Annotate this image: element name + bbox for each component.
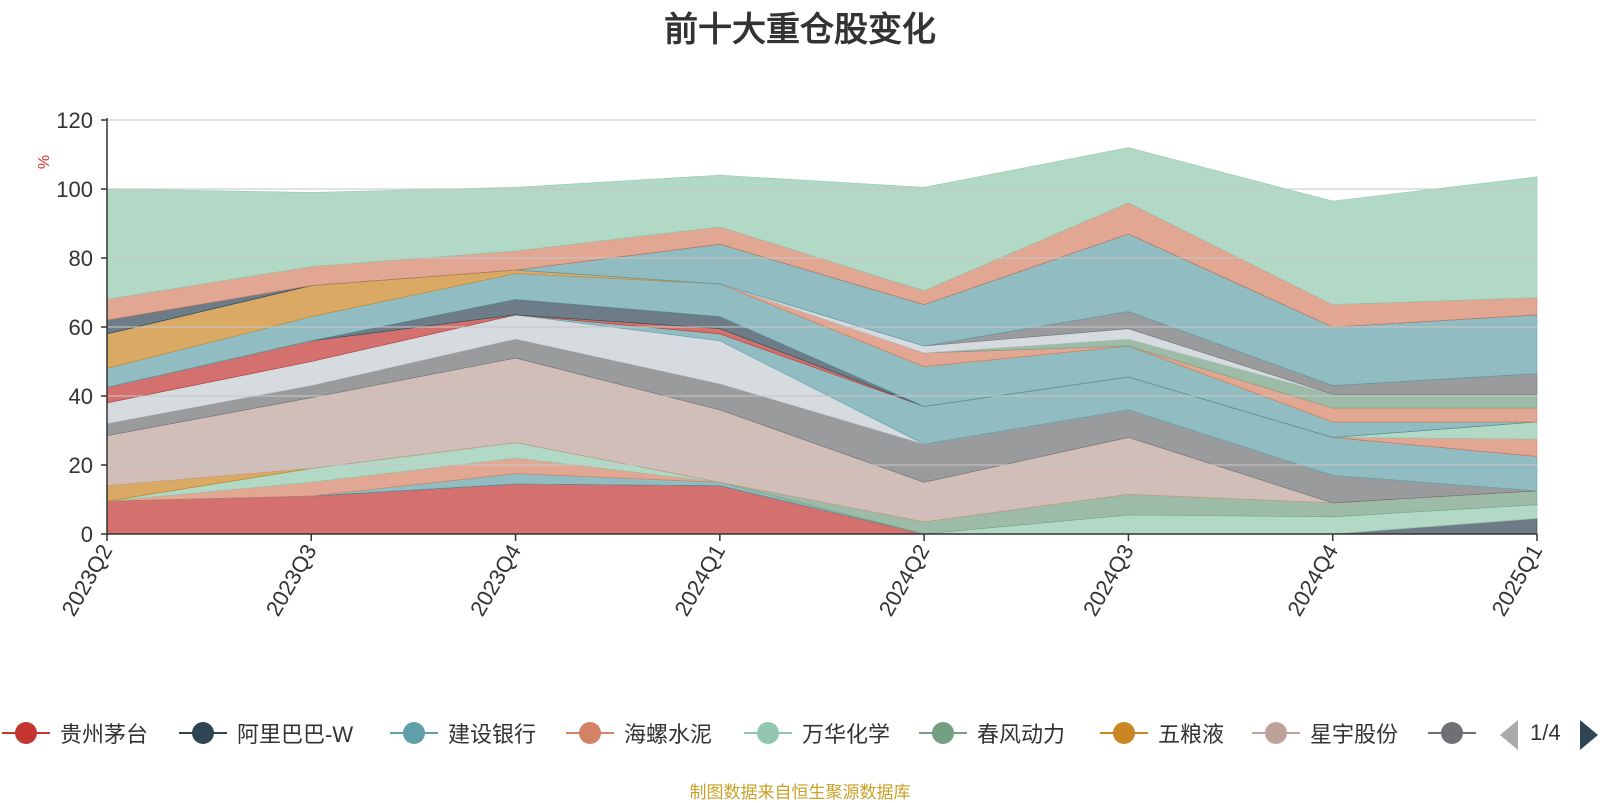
legend-marker-icon <box>564 715 616 751</box>
x-tick-label: 2025Q1 <box>1487 540 1548 620</box>
legend-marker-icon <box>0 715 52 751</box>
y-tick-label: 120 <box>56 108 93 133</box>
legend-item[interactable]: 海螺水泥 <box>564 715 712 751</box>
legend-label: 星宇股份 <box>1310 722 1399 747</box>
legend-item[interactable]: 阿里巴巴-W <box>177 715 353 751</box>
pager-page-text: 1/4 <box>1530 720 1561 745</box>
x-tick-label: 2023Q2 <box>57 540 118 620</box>
legend-marker-icon <box>1098 715 1150 751</box>
legend-pager: 1/4 <box>1500 720 1600 752</box>
legend-item[interactable]: 五粮液 <box>1098 715 1224 751</box>
y-axis-label: % <box>36 155 53 169</box>
pager-prev-icon[interactable] <box>1500 720 1518 750</box>
legend-item[interactable]: 星宇股份 <box>1250 715 1398 751</box>
legend-item[interactable] <box>1426 715 1478 751</box>
x-tick-label: 2024Q1 <box>669 540 730 620</box>
y-tick-label: 100 <box>56 177 93 202</box>
y-tick-label: 20 <box>69 453 93 478</box>
legend-item[interactable]: 万华化学 <box>742 715 890 751</box>
legend-label: 贵州茅台 <box>60 722 149 747</box>
legend-item[interactable]: 春风动力 <box>917 715 1065 751</box>
y-tick-label: 0 <box>81 522 93 547</box>
legend-label: 万华化学 <box>802 722 891 747</box>
pager-next-icon[interactable] <box>1580 720 1598 750</box>
legend-label: 春风动力 <box>977 722 1066 747</box>
y-tick-label: 80 <box>69 246 93 271</box>
chart-title: 前十大重仓股变化 <box>664 11 936 49</box>
legend-marker-icon <box>388 715 440 751</box>
x-tick-label: 2024Q2 <box>874 540 935 620</box>
source-note: 制图数据来自恒生聚源数据库 <box>689 783 911 802</box>
legend-marker-icon <box>917 715 969 751</box>
legend-label: 五粮液 <box>1158 722 1225 747</box>
x-tick-label: 2023Q4 <box>465 540 526 620</box>
y-tick-label: 40 <box>69 384 93 409</box>
legend-marker-icon <box>1426 715 1478 751</box>
x-tick-label: 2023Q3 <box>261 540 322 620</box>
legend-marker-icon <box>742 715 794 751</box>
x-tick-label: 2024Q4 <box>1282 540 1343 620</box>
legend-item[interactable]: 建设银行 <box>388 715 536 751</box>
legend-item[interactable]: 贵州茅台 <box>0 715 148 751</box>
x-tick-label: 2024Q3 <box>1078 540 1139 620</box>
y-tick-label: 60 <box>69 315 93 340</box>
legend-marker-icon <box>177 715 229 751</box>
legend: 贵州茅台 阿里巴巴-W 建设银行 海螺水泥 万华化学 春风动力 五粮液 星宇股份 <box>0 715 1600 755</box>
area-series-25 <box>106 147 1538 305</box>
legend-label: 海螺水泥 <box>624 722 713 747</box>
legend-label: 阿里巴巴-W <box>237 722 354 747</box>
legend-marker-icon <box>1250 715 1302 751</box>
legend-label: 建设银行 <box>448 722 537 747</box>
